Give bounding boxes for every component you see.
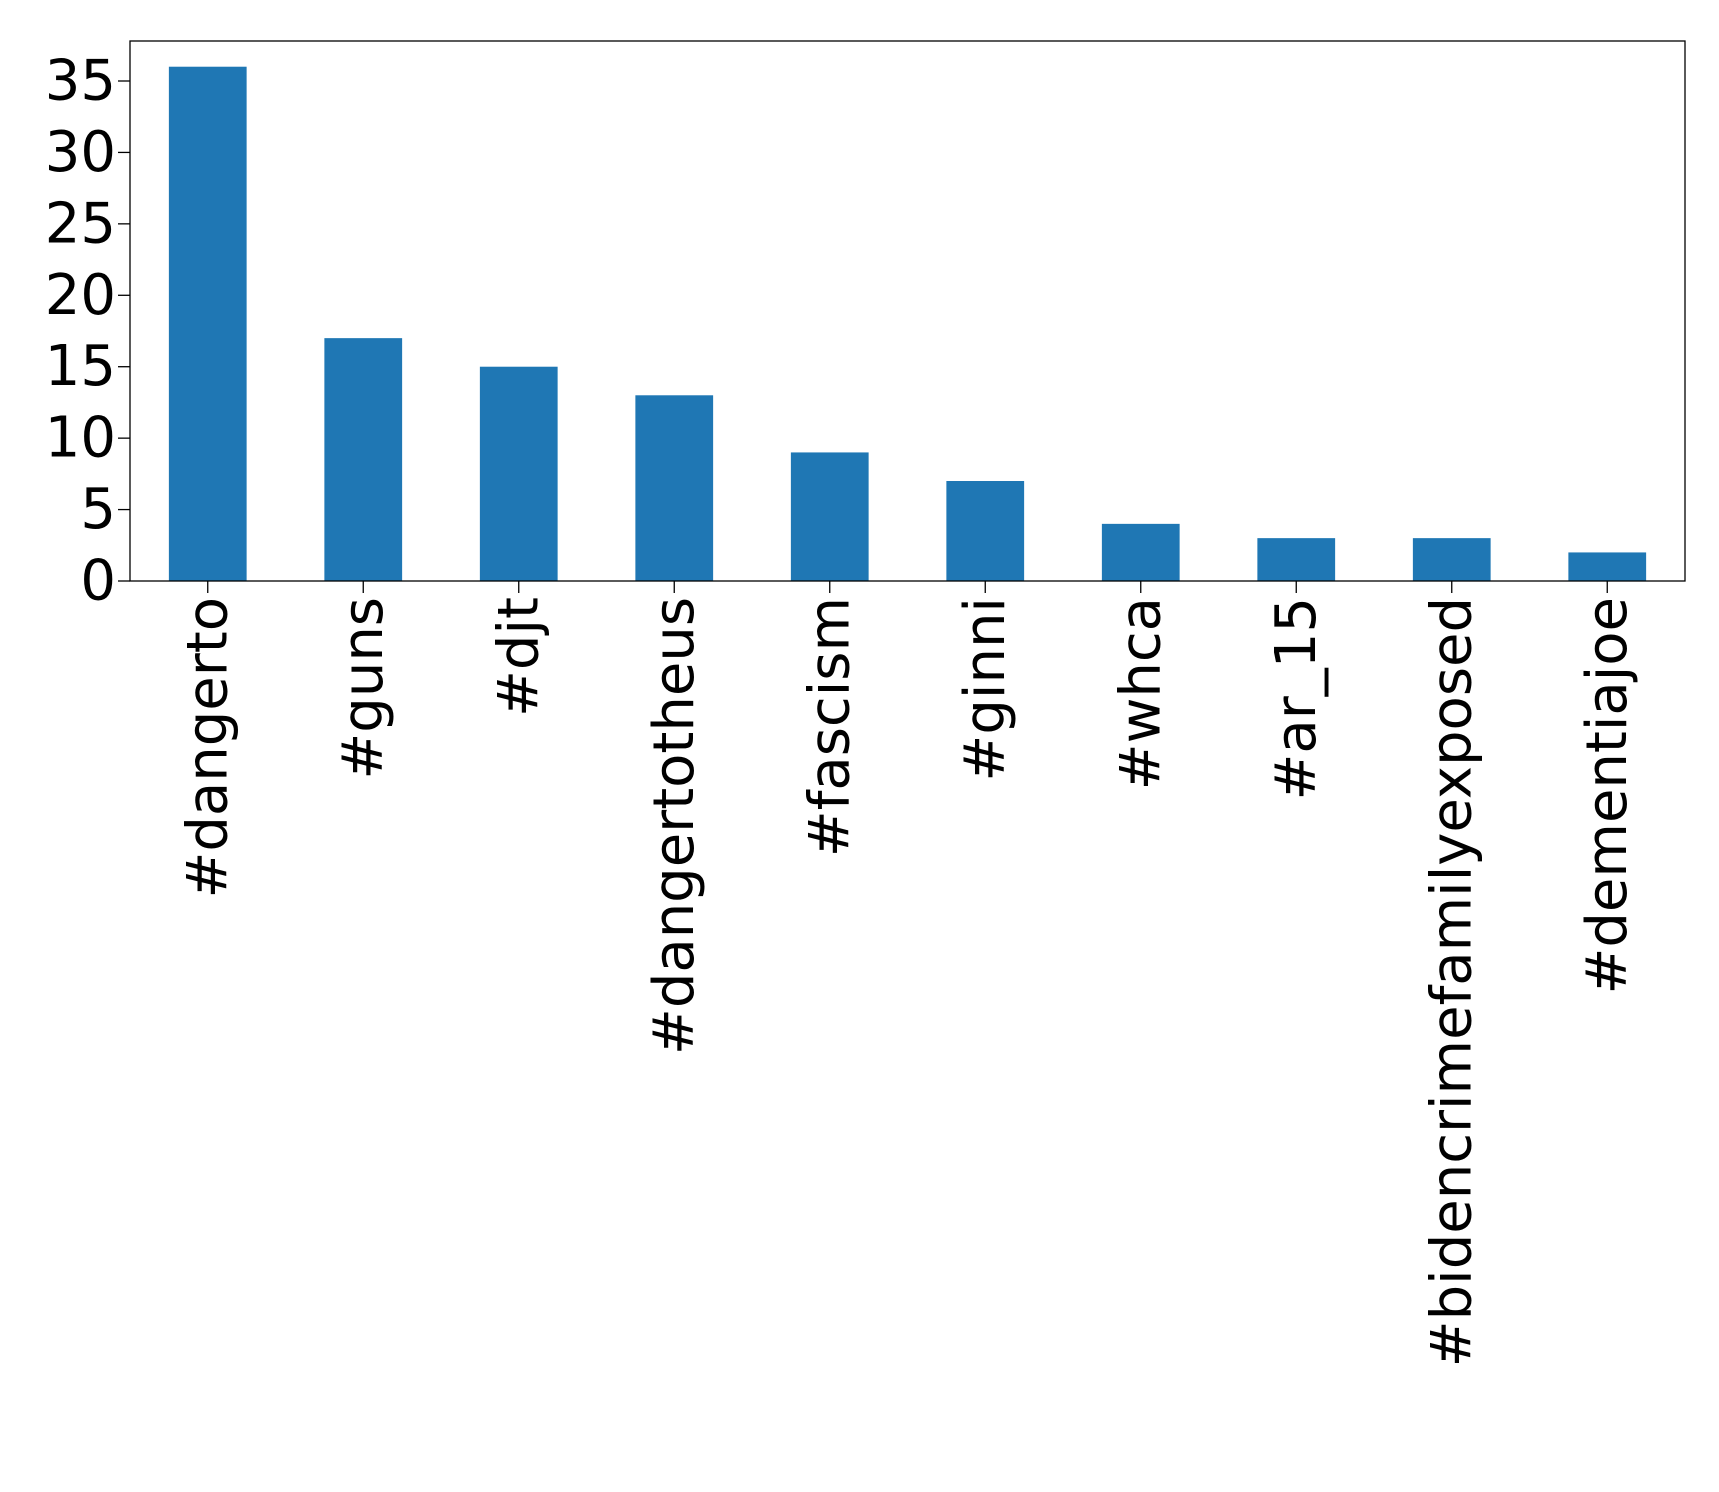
bar-whca	[1101, 523, 1180, 581]
y-tick-label: 30	[45, 120, 116, 185]
y-tick-label: 35	[45, 49, 116, 114]
bar-ar_15	[1257, 538, 1336, 581]
y-tick-label: 15	[45, 334, 116, 399]
bar-bidencrimefamilyexposed	[1412, 538, 1491, 581]
y-tick-label: 10	[45, 406, 116, 471]
x-tick-label: #dangertotheus	[642, 597, 707, 1055]
x-tick-label: #djt	[486, 597, 551, 717]
bar-guns	[324, 338, 403, 581]
x-axis: #dangerto #guns #djt #dangertotheus #fascism…	[175, 581, 1640, 1367]
bar-fascism	[790, 452, 869, 581]
x-tick-label: #fascism	[797, 597, 862, 857]
bars-group	[168, 66, 1647, 581]
bar-dangertotheus	[635, 395, 714, 581]
bar-dangerto	[168, 66, 247, 581]
x-tick-label: #ginni	[953, 597, 1018, 782]
y-tick-label: 5	[80, 477, 116, 542]
bar-djt	[479, 366, 558, 581]
plot-frame	[129, 40, 1686, 582]
x-tick-label: #guns	[331, 597, 396, 780]
x-tick-label: #dementiajoe	[1575, 597, 1640, 995]
x-tick-label: #dangerto	[175, 597, 240, 899]
x-tick-label: #whca	[1108, 597, 1173, 790]
bar-dementiajoe	[1568, 552, 1647, 581]
y-tick-label: 0	[80, 549, 116, 614]
y-tick-label: 20	[45, 263, 116, 328]
x-tick-label: #bidencrimefamilyexposed	[1419, 597, 1484, 1367]
bar-ginni	[946, 481, 1025, 581]
y-tick-label: 25	[45, 191, 116, 256]
x-tick-label: #ar_15	[1264, 597, 1329, 801]
